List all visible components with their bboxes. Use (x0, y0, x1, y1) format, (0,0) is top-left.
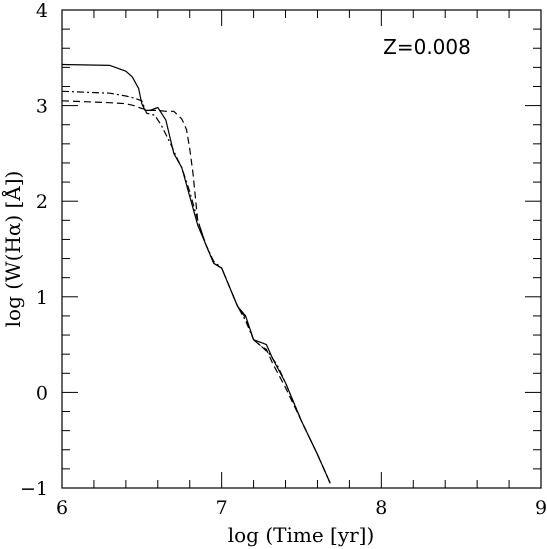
y-tick-label: 0 (36, 382, 48, 404)
x-tick-label: 6 (56, 497, 68, 519)
series-line-solid (61, 63, 331, 484)
y-tick-label: −1 (20, 478, 48, 500)
annotation-metallicity: Z=0.008 (383, 35, 471, 59)
x-axis-title: log (Time [yr]) (228, 523, 375, 547)
y-axis-title: log (W(Hα) [Å]) (0, 171, 25, 328)
y-tick-label: 2 (36, 191, 48, 213)
x-tick-label: 7 (216, 497, 228, 519)
y-tick-label: 3 (36, 96, 48, 118)
plot-frame (61, 9, 542, 489)
series-lines (61, 63, 331, 484)
x-tick-label: 8 (375, 497, 387, 519)
x-tick-label: 9 (535, 497, 547, 519)
series-line-dash-dot (61, 90, 331, 484)
axis-ticks (61, 9, 542, 489)
series-line-dashed (61, 100, 331, 484)
y-tick-label: 4 (36, 0, 48, 22)
axis-tick-labels: 6 7 8 9 −1 0 1 2 3 4 (20, 0, 547, 519)
y-tick-label: 1 (36, 287, 48, 309)
